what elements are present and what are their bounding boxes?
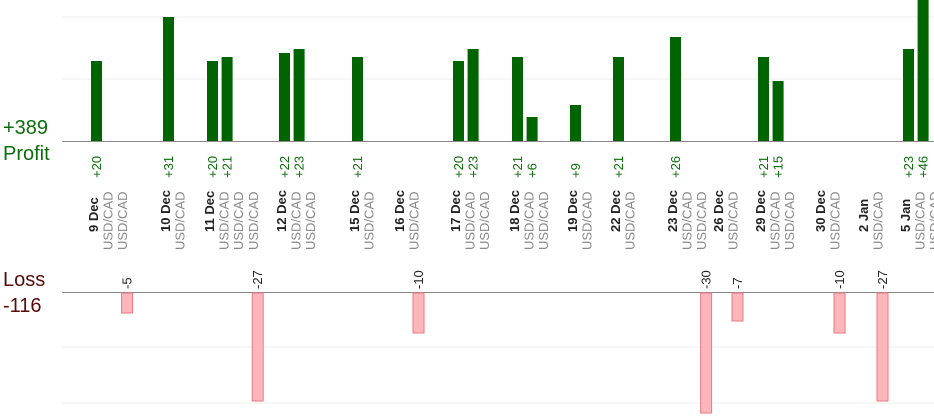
profit-bar	[293, 49, 305, 141]
pair-label: USD/CAD	[115, 191, 130, 250]
loss-value-label: -5	[120, 277, 135, 289]
loss-value-label: -27	[250, 270, 265, 289]
loss-bar	[412, 292, 425, 334]
date-label: 18 Dec	[507, 190, 522, 232]
profit-value-label: +23	[466, 156, 481, 178]
profit-value-label: +21	[350, 156, 365, 178]
date-label: 11 Dec	[202, 191, 217, 232]
pair-label: USD/CAD	[623, 191, 638, 250]
profit-bar	[570, 105, 581, 141]
date-label: 17 Dec	[448, 190, 463, 232]
profit-value-label: +21	[756, 156, 771, 178]
pair-label: USD/CAD	[536, 191, 551, 250]
profit-bar	[352, 57, 363, 141]
profit-value-label: +46	[916, 156, 931, 178]
profit-value-label: +23	[901, 156, 916, 178]
profit-bar	[207, 61, 218, 141]
profit-value-label: +9	[568, 163, 583, 178]
pair-label: USD/CAD	[828, 191, 843, 250]
date-label: 12 Dec	[274, 190, 289, 232]
profit-value-label: +21	[220, 156, 235, 178]
profit-value-label: +23	[292, 156, 307, 178]
profit-value-label: +20	[205, 156, 220, 178]
date-label: 29 Dec	[753, 190, 768, 232]
profit-value-label: +21	[611, 156, 626, 178]
pair-label: USD/CAD	[913, 191, 928, 250]
profit-value-label: +20	[451, 156, 466, 178]
loss-value-label: -27	[875, 270, 890, 289]
pair-label: USD/CAD	[871, 191, 886, 250]
date-label: 22 Dec	[608, 190, 623, 232]
profit-bar	[772, 81, 784, 141]
date-label: 26 Dec	[711, 190, 726, 232]
loss-label: Loss	[3, 269, 46, 291]
pair-label: USD/CAD	[173, 191, 188, 250]
profit-value-label: +31	[161, 156, 176, 178]
date-label: 23 Dec	[665, 190, 680, 232]
pair-label: USD/CAD	[463, 191, 478, 250]
pair-label: USD/CAD	[694, 191, 709, 250]
loss-bar	[700, 292, 713, 414]
pair-label: USD/CAD	[580, 191, 595, 250]
profit-value-label: +26	[668, 156, 683, 178]
profit-value-label: +22	[277, 156, 292, 178]
pair-label: USD/CAD	[101, 191, 116, 250]
loss-total: -116	[3, 295, 42, 317]
pair-label: USD/CAD	[362, 191, 377, 250]
profit-value-label: +15	[771, 156, 786, 178]
profit-label: Profit	[3, 143, 50, 165]
date-label: 2 Jan	[856, 199, 871, 232]
profit-total: +389	[3, 117, 49, 139]
profit-bar	[453, 61, 464, 141]
pair-label: USD/CAD	[477, 191, 492, 250]
profit-bar	[163, 17, 174, 141]
profit-bar	[526, 117, 538, 141]
profit-value-label: +21	[510, 156, 525, 178]
profit-bar	[221, 57, 233, 141]
profit-bar	[467, 49, 479, 141]
date-label: 30 Dec	[813, 190, 828, 232]
pair-label: USD/CAD	[522, 191, 537, 250]
pair-label: USD/CAD	[680, 191, 695, 250]
loss-value-label: -10	[411, 270, 426, 289]
loss-bar	[833, 292, 846, 334]
profit-bar	[512, 57, 523, 141]
profit-bar	[613, 57, 624, 141]
profit-bar	[903, 49, 914, 141]
pair-label: USD/CAD	[303, 191, 318, 250]
loss-bar	[251, 292, 264, 402]
date-label: 10 Dec	[158, 190, 173, 232]
pair-label: USD/CAD	[231, 191, 246, 250]
profit-bar	[279, 53, 290, 141]
date-label: 16 Dec	[392, 190, 407, 232]
profit-value-label: +20	[89, 156, 104, 178]
loss-value-label: -10	[832, 270, 847, 289]
date-label: 19 Dec	[565, 190, 580, 232]
profit-value-label: +6	[525, 163, 540, 178]
profit-bar	[670, 37, 681, 141]
profit-bar	[917, 0, 929, 141]
date-label: 9 Dec	[86, 197, 101, 232]
pair-label: USD/CAD	[217, 191, 232, 250]
pair-label: USD/CAD	[726, 191, 741, 250]
pair-label: USD/CAD	[782, 191, 797, 250]
date-label: 5 Jan	[898, 199, 913, 232]
profit-bar	[91, 61, 102, 141]
loss-value-label: -30	[699, 270, 714, 289]
pair-label: USD/CAD	[768, 191, 783, 250]
date-label: 15 Dec	[347, 190, 362, 232]
profit-bar	[758, 57, 769, 141]
loss-bar	[731, 292, 744, 322]
pair-label: USD/CAD	[246, 191, 261, 250]
loss-value-label: -7	[730, 277, 745, 289]
loss-bar	[121, 292, 134, 314]
loss-bar	[876, 292, 889, 402]
pair-label: USD/CAD	[927, 191, 934, 250]
pair-label: USD/CAD	[407, 191, 422, 250]
pair-label: USD/CAD	[289, 191, 304, 250]
